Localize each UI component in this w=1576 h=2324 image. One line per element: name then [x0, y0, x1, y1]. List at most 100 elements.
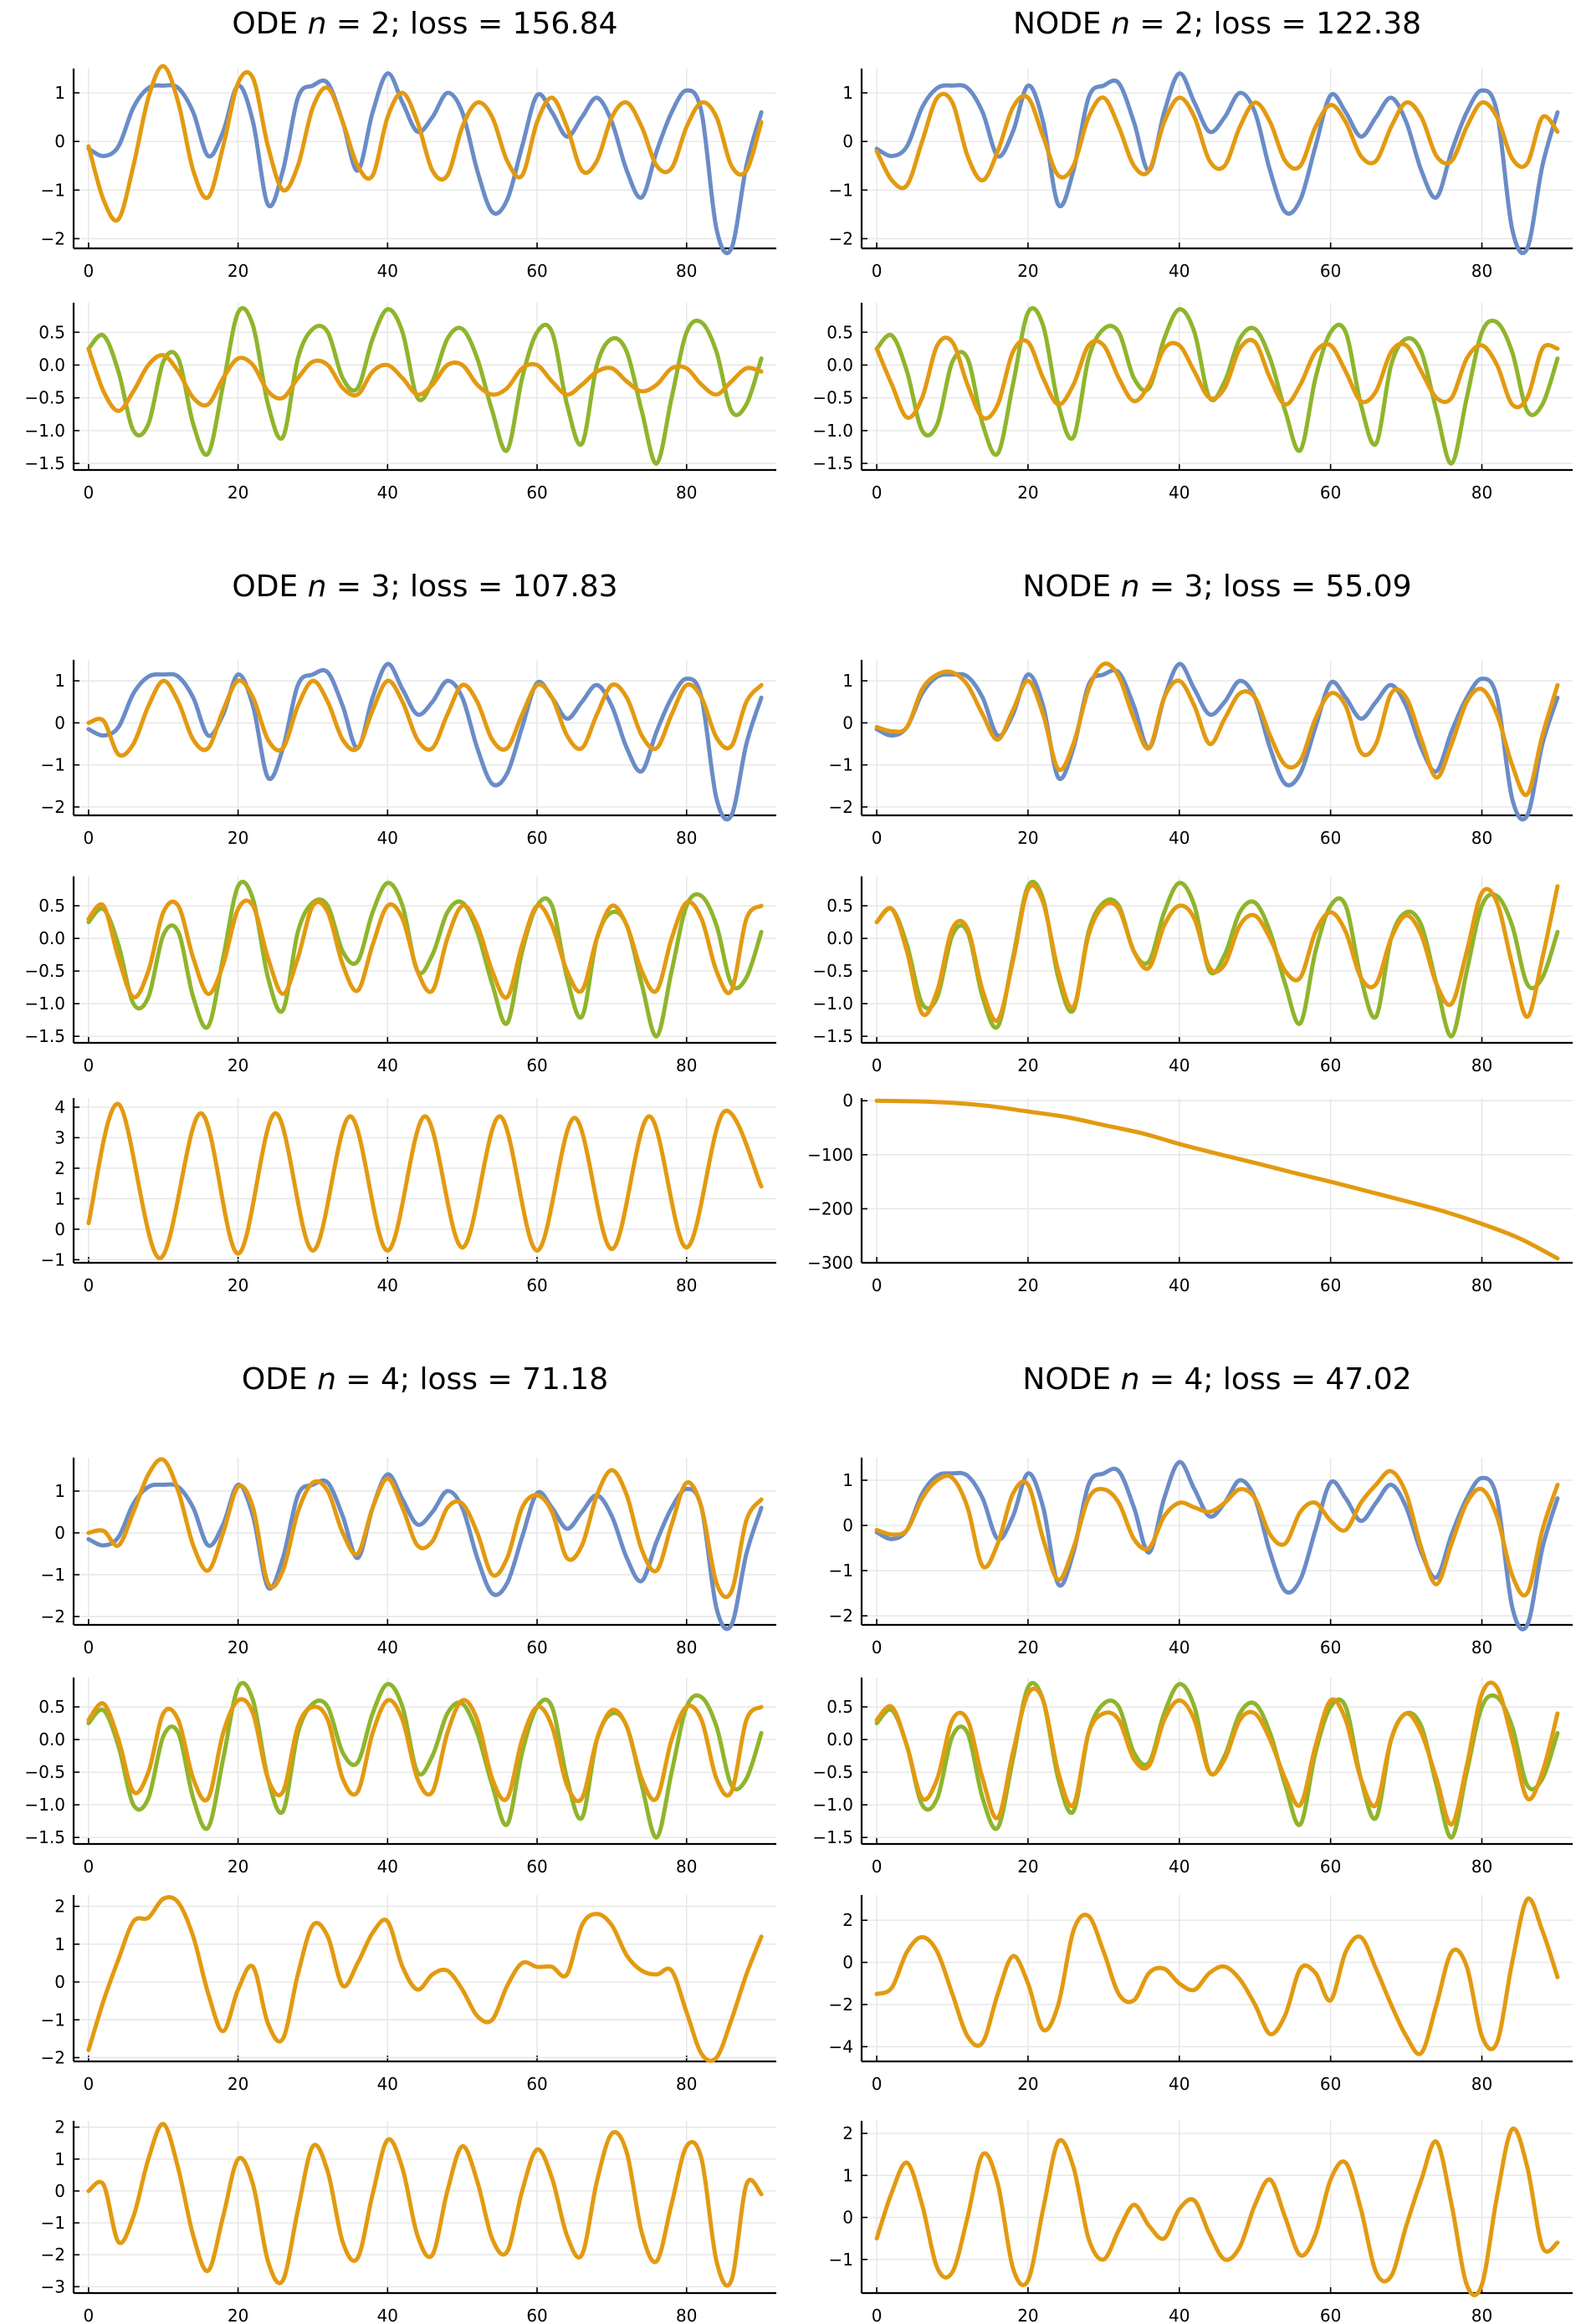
x-tick-label: 20 — [1017, 261, 1038, 281]
title-prefix: ODE — [242, 1362, 317, 1397]
x-tick-label: 80 — [676, 1275, 697, 1295]
x-tick-label: 80 — [1471, 483, 1492, 503]
chart-0: ODE n = 2; loss = 156.840 20 40 60 80−2−1010… — [24, 7, 776, 503]
y-tick-label: −300 — [807, 1253, 853, 1273]
y-tick-label: −1 — [829, 2250, 853, 2270]
y-tick-label: 1 — [54, 83, 65, 103]
y-tick-label: 3 — [54, 1127, 65, 1147]
x-tick-label: 40 — [377, 2306, 398, 2324]
y-tick-label: 0 — [54, 1523, 65, 1543]
y-tick-label: 0 — [54, 1972, 65, 1992]
series-line-model — [86, 346, 764, 413]
title-suffix: = 4; loss = 47.02 — [1139, 1362, 1411, 1397]
title-prefix: ODE — [232, 7, 307, 41]
x-tick-label: 40 — [377, 483, 398, 503]
y-tick-label: −1.5 — [24, 1827, 65, 1847]
series-line-measured — [874, 661, 1560, 822]
y-tick-label: 4 — [54, 1097, 65, 1117]
y-tick-label: −2 — [829, 797, 853, 817]
series-line-model — [86, 2122, 764, 2288]
x-tick-label: 80 — [1471, 261, 1492, 281]
y-tick-label: 0 — [54, 1219, 65, 1239]
panel-1-1: 0 20 40 60 80 −1.5 −1.0 −0.5 0.0 0.5 — [812, 303, 1573, 503]
title-variable: n — [1121, 570, 1140, 604]
x-tick-label: 80 — [676, 2074, 697, 2094]
x-tick-label: 0 — [84, 2306, 95, 2324]
title-suffix: = 3; loss = 55.09 — [1139, 570, 1411, 604]
x-tick-label: 20 — [1017, 1275, 1038, 1295]
title-prefix: NODE — [1013, 7, 1111, 41]
y-tick-label: −1.0 — [24, 421, 65, 441]
x-tick-label: 60 — [1320, 1637, 1341, 1657]
title-variable: n — [308, 7, 327, 41]
panel-2-0: 0 20 40 60 80 −2 −1 0 1 — [41, 660, 776, 848]
y-tick-label: 0.0 — [826, 1729, 853, 1749]
y-tick-label: −2 — [829, 1606, 853, 1626]
x-tick-label: 60 — [1320, 261, 1341, 281]
title-variable: n — [317, 1362, 336, 1397]
series-line-model — [874, 661, 1560, 798]
x-tick-label: 20 — [1017, 483, 1038, 503]
x-tick-label: 40 — [1169, 2074, 1190, 2094]
y-tick-label: 1 — [54, 2149, 65, 2169]
chart-1: NODE n = 2; loss = 122.38 0 20 40 60 80 −2 −1 0 1… — [812, 7, 1573, 503]
x-tick-label: 80 — [1471, 1275, 1492, 1295]
y-tick-label: 0 — [54, 713, 65, 733]
x-tick-label: 80 — [1471, 828, 1492, 848]
x-tick-label: 40 — [1169, 1637, 1190, 1657]
x-tick-label: 60 — [1320, 2074, 1341, 2094]
x-tick-label: 20 — [1017, 1637, 1038, 1657]
y-tick-label: 1 — [842, 83, 853, 103]
series-line-measured — [874, 71, 1560, 255]
y-tick-label: 1 — [54, 1934, 65, 1954]
x-tick-label: 60 — [1320, 828, 1341, 848]
y-tick-label: 0.5 — [826, 896, 853, 916]
x-tick-label: 20 — [228, 1637, 248, 1657]
y-tick-label: 0.0 — [38, 1729, 65, 1749]
x-tick-label: 0 — [84, 1275, 95, 1295]
y-tick-label: 1 — [842, 671, 853, 691]
y-tick-label: −0.5 — [812, 388, 853, 408]
x-tick-label: 20 — [228, 483, 248, 503]
y-tick-label: 2 — [54, 1158, 65, 1178]
x-tick-label: 80 — [676, 828, 697, 848]
title-prefix: NODE — [1022, 570, 1120, 604]
y-tick-label: −2 — [41, 228, 65, 248]
x-tick-label: 60 — [526, 2306, 547, 2324]
y-tick-label: 1 — [842, 2165, 853, 2185]
series-line-model — [874, 1098, 1560, 1261]
y-tick-label: −1.5 — [24, 453, 65, 473]
title-suffix: = 3; loss = 107.83 — [326, 570, 617, 604]
series-line-model — [86, 898, 764, 1000]
y-tick-label: −1.5 — [812, 1026, 853, 1046]
x-tick-label: 40 — [377, 1637, 398, 1657]
x-tick-label: 40 — [1169, 1275, 1190, 1295]
y-tick-label: 0 — [842, 713, 853, 733]
series-line-model — [874, 1896, 1560, 2056]
x-tick-label: 40 — [1169, 1055, 1190, 1075]
chart-2: ODE n = 3; loss = 107.830 20 40 60 80−2−1010… — [24, 570, 776, 1295]
x-tick-label: 60 — [1320, 1055, 1341, 1075]
x-tick-label: 40 — [1169, 828, 1190, 848]
chart-title: ODE n = 2; loss = 156.84 — [232, 7, 617, 41]
x-tick-label: 40 — [377, 828, 398, 848]
panel-5-0: 0 20 40 60 80 −2 −1 0 1 — [829, 1458, 1573, 1657]
y-tick-label: −1 — [829, 180, 853, 200]
y-tick-label: −3 — [41, 2276, 65, 2296]
title-variable: n — [1121, 1362, 1140, 1397]
chart-title: NODE n = 4; loss = 47.02 — [1022, 1362, 1411, 1397]
x-tick-label: 0 — [872, 2306, 883, 2324]
y-tick-label: −1.0 — [24, 993, 65, 1014]
x-tick-label: 60 — [1320, 483, 1341, 503]
series-line-model — [874, 1468, 1560, 1598]
series-line-model — [874, 1680, 1560, 1827]
panel-5-2: 0 20 40 60 80 −4 −2 0 2 — [829, 1895, 1573, 2094]
title-suffix: = 4; loss = 71.18 — [336, 1362, 608, 1397]
x-tick-label: 80 — [1471, 2306, 1492, 2324]
y-tick-label: −2 — [829, 228, 853, 248]
panel-3-0: 0 20 40 60 80 −2 −1 0 1 — [829, 660, 1573, 848]
x-tick-label: 80 — [1471, 1055, 1492, 1075]
y-tick-label: −0.5 — [24, 1762, 65, 1782]
x-tick-label: 20 — [228, 828, 248, 848]
y-tick-label: 0 — [842, 1953, 853, 1973]
